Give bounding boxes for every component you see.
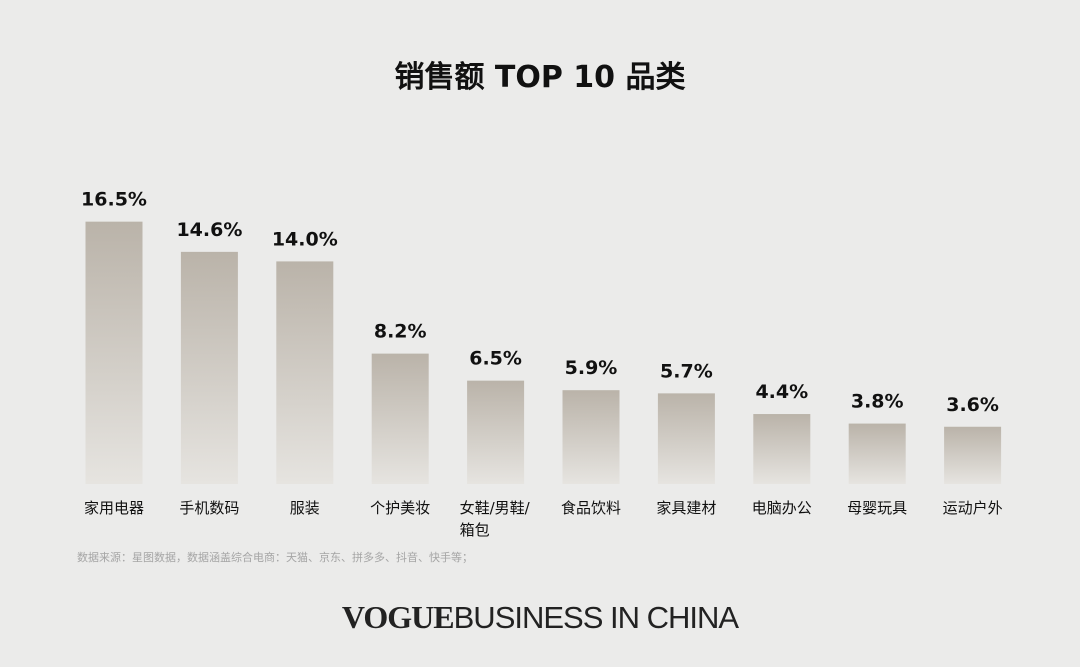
x-tick-label: 运动户外 — [936, 497, 1010, 519]
category-text: 个护美妆 — [370, 499, 431, 517]
category-text: 电脑办公 — [751, 499, 812, 517]
chart-title: 销售额 TOP 10 品类 — [394, 60, 686, 95]
value-label: 14.0% — [272, 228, 338, 250]
value-label: 3.8% — [851, 391, 904, 413]
value-label: 3.6% — [946, 394, 999, 416]
logo-text: BUSINESS IN CHINA — [453, 600, 739, 635]
category-text: 运动户外 — [942, 499, 1003, 517]
value-label: 5.7% — [660, 360, 713, 382]
logo-brand: VOGUE — [341, 599, 455, 635]
category-text: 食品饮料 — [560, 499, 621, 517]
value-label: 5.9% — [565, 357, 618, 379]
bar — [467, 380, 525, 484]
value-label: 16.5% — [81, 189, 147, 211]
bar — [85, 221, 143, 484]
value-label: 14.6% — [176, 219, 242, 241]
bar — [657, 393, 715, 484]
bar — [371, 353, 429, 484]
category-text: 家用电器 — [83, 499, 144, 517]
x-tick-label: 手机数码 — [172, 497, 246, 519]
x-tick-label: 个护美妆 — [363, 497, 437, 519]
category-text: 母婴玩具 — [847, 499, 908, 517]
bar — [276, 261, 334, 484]
bar — [753, 414, 811, 484]
source-note: 数据来源：星图数据，数据涵盖综合电商：天猫、京东、拼多多、抖音、快手等； — [77, 551, 473, 564]
category-text: 女鞋/男鞋/箱包 — [459, 499, 530, 539]
x-tick-label: 电脑办公 — [745, 497, 819, 519]
bar — [944, 426, 1002, 484]
category-text: 手机数码 — [179, 499, 240, 517]
bar — [180, 251, 238, 484]
value-label: 4.4% — [755, 381, 808, 403]
bar — [562, 390, 620, 484]
x-tick-label: 服装 — [268, 497, 342, 519]
value-label: 6.5% — [469, 348, 522, 370]
category-text: 服装 — [289, 499, 320, 517]
x-tick-label: 家用电器 — [77, 497, 151, 519]
value-label: 8.2% — [374, 321, 427, 343]
bar — [848, 423, 906, 484]
category-text: 家具建材 — [656, 499, 717, 517]
x-tick-label: 女鞋/男鞋/箱包 — [459, 497, 533, 541]
x-tick-label: 食品饮料 — [554, 497, 628, 519]
x-tick-label: 家具建材 — [649, 497, 723, 519]
logo: VOGUEBUSINESS IN CHINA — [0, 598, 1080, 636]
x-tick-label: 母婴玩具 — [840, 497, 914, 519]
